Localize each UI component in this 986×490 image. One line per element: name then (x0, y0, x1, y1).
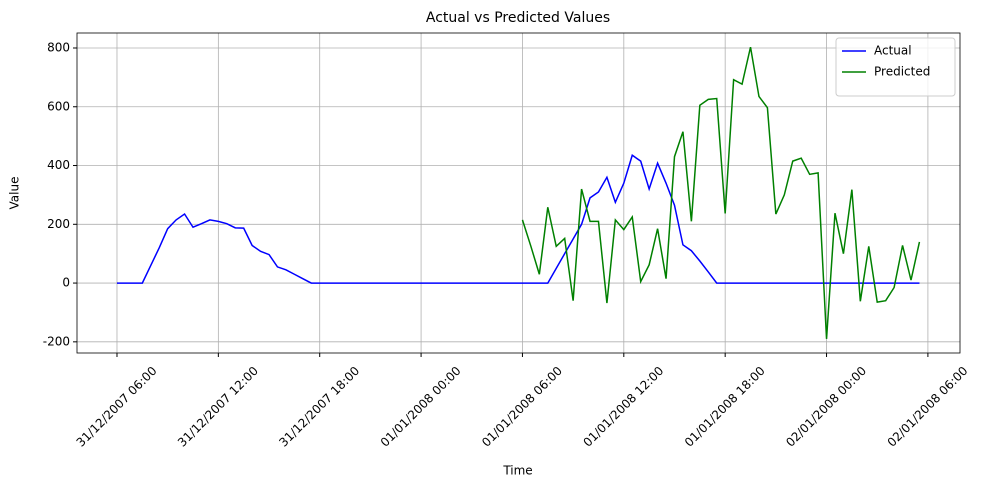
x-tick-label: 01/01/2008 12:00 (580, 364, 666, 450)
legend-label: Predicted (874, 65, 930, 79)
plot-frame (76, 32, 961, 354)
chart-title: Actual vs Predicted Values (426, 10, 610, 26)
x-tick-label: 31/12/2007 18:00 (276, 364, 362, 450)
legend: Actual Predicted (835, 37, 956, 97)
data-line (116, 154, 920, 284)
y-tick-label: 0 (62, 276, 70, 290)
y-tick-label: -200 (43, 334, 70, 348)
x-tick-label: 02/01/2008 06:00 (885, 364, 971, 450)
y-tick-label: 400 (47, 158, 70, 172)
x-tick-label: 01/01/2008 06:00 (479, 364, 565, 450)
x-axis-label: Time (502, 464, 532, 478)
x-tick-label: 01/01/2008 18:00 (682, 364, 768, 450)
y-axis-label: Value (8, 177, 22, 210)
legend-label: Actual (874, 44, 912, 58)
legend-box (835, 37, 956, 97)
x-tick-label: 31/12/2007 06:00 (74, 364, 160, 450)
x-tick-label: 01/01/2008 00:00 (378, 364, 464, 450)
y-tick-label: 200 (47, 217, 70, 231)
x-tick-label: 31/12/2007 12:00 (175, 364, 261, 450)
y-tick-label: 600 (47, 99, 70, 113)
y-tick-label: 800 (47, 40, 70, 54)
x-tick-label: 02/01/2008 00:00 (783, 364, 869, 450)
data-line (521, 46, 921, 339)
